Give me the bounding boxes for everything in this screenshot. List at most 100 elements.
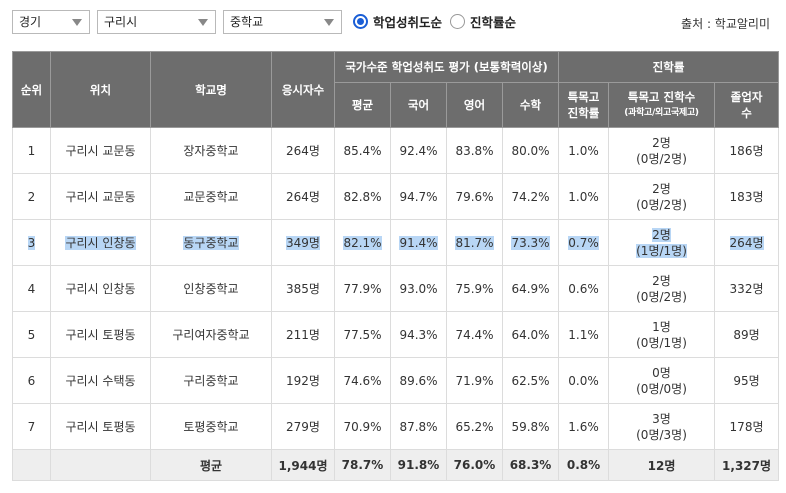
highlighted-text: 81.7% <box>455 235 494 250</box>
data-source: 출처 : 학교알리미 <box>681 17 770 31</box>
cell-special-count-total: 2명 <box>652 227 671 242</box>
header-korean: 국어 <box>390 82 447 128</box>
cell-special-count-total: 2명 <box>652 273 671 288</box>
cell-graduates: 264명 <box>714 219 780 266</box>
cell-special-count-detail: (0명/3명) <box>636 427 687 442</box>
table-row: 7 구리시 토평동 토평중학교 279명 70.9% 87.8% 65.2% 5… <box>12 403 780 450</box>
highlighted-text: 264명 <box>729 236 764 250</box>
header-average: 평균 <box>334 82 391 128</box>
cell-examinees: 264명 <box>271 127 335 174</box>
highlighted-text: 349명 <box>286 236 320 250</box>
city-select-value: 구리시 <box>104 15 138 29</box>
cell-special-count: 2명 (0명/2명) <box>608 173 716 220</box>
city-select[interactable]: 구리시 <box>97 10 216 34</box>
header-location: 위치 <box>50 51 151 128</box>
header-school: 학교명 <box>150 51 272 128</box>
header-achievement-group: 국가수준 학업성취도 평가 (보통학력이상) <box>333 51 560 83</box>
cell-examinees: 264명 <box>271 173 335 220</box>
header-special-count: 특목고 진학수 (과학고/외고국제고) <box>608 82 716 128</box>
cell-korean: 93.0% <box>390 265 447 312</box>
cell-school: 장자중학교 <box>150 127 272 174</box>
average-korean: 91.8% <box>390 449 447 481</box>
cell-math: 62.5% <box>501 357 560 404</box>
table-row: 5 구리시 토평동 구리여자중학교 211명 77.5% 94.3% 74.4%… <box>12 311 780 358</box>
sort-radio-achievement-label: 학업성취도순 <box>373 15 443 30</box>
cell-special-count-total: 0명 <box>652 365 671 380</box>
header-graduates: 졸업자 수 <box>714 82 780 128</box>
cell-location: 구리시 교문동 <box>50 173 151 220</box>
cell-special-rate: 1.0% <box>558 173 610 220</box>
cell-graduates: 186명 <box>714 127 780 174</box>
cell-graduates: 332명 <box>714 265 780 312</box>
cell-location: 구리시 인창동 <box>50 219 151 266</box>
highlighted-text: 0.7% <box>568 235 599 250</box>
cell-location: 구리시 인창동 <box>50 265 151 312</box>
cell-school: 토평중학교 <box>150 403 272 450</box>
cell-rank: 2 <box>12 173 51 220</box>
highlighted-text: 91.4% <box>399 235 438 250</box>
sort-radio-achievement[interactable]: 학업성취도순 <box>353 12 442 31</box>
average-row: 평균 1,944명 78.7% 91.8% 76.0% 68.3% 0.8% 1… <box>12 449 780 481</box>
cell-average: 85.4% <box>334 127 391 174</box>
cell-english: 79.6% <box>446 173 503 220</box>
province-select[interactable]: 경기 <box>12 10 90 34</box>
school-ranking-table: 순위 위치 학교명 응시자수 국가수준 학업성취도 평가 (보통학력이상) 진학… <box>12 51 780 481</box>
cell-special-count: 2명 (1명/1명) <box>608 219 716 266</box>
cell-math: 73.3% <box>501 219 560 266</box>
highlighted-text: 73.3% <box>511 235 550 250</box>
sort-radio-advancement[interactable]: 진학률순 <box>450 12 516 31</box>
cell-special-count-detail: (1명/1명) <box>636 243 687 258</box>
cell-location: 구리시 교문동 <box>50 127 151 174</box>
cell-school: 구리중학교 <box>150 357 272 404</box>
header-advancement-group: 진학률 <box>558 51 780 83</box>
cell-school: 교문중학교 <box>150 173 272 220</box>
cell-rank: 1 <box>12 127 51 174</box>
cell-average: 82.8% <box>334 173 391 220</box>
school-level-select[interactable]: 중학교 <box>223 10 342 34</box>
average-special-rate: 0.8% <box>558 449 610 481</box>
average-special-count: 12명 <box>608 449 716 481</box>
school-level-select-value: 중학교 <box>230 15 264 29</box>
cell-english: 83.8% <box>446 127 503 174</box>
cell-average: 77.9% <box>334 265 391 312</box>
highlighted-text: 82.1% <box>343 235 382 250</box>
cell-special-rate: 1.0% <box>558 127 610 174</box>
cell-graduates: 95명 <box>714 357 780 404</box>
cell-special-count-detail: (0명/1명) <box>636 335 687 350</box>
cell-graduates: 183명 <box>714 173 780 220</box>
cell-special-count-total: 2명 <box>652 181 671 196</box>
table-row: 2 구리시 교문동 교문중학교 264명 82.8% 94.7% 79.6% 7… <box>12 173 780 220</box>
cell-special-count-total: 2명 <box>652 135 671 150</box>
radio-selected-icon <box>353 14 368 29</box>
cell-special-rate: 1.1% <box>558 311 610 358</box>
header-math: 수학 <box>501 82 560 128</box>
average-average: 78.7% <box>334 449 391 481</box>
cell-special-rate: 1.6% <box>558 403 610 450</box>
cell-location: 구리시 토평동 <box>50 311 151 358</box>
header-rank: 순위 <box>12 51 51 128</box>
cell-english: 71.9% <box>446 357 503 404</box>
cell-special-count-total: 1명 <box>652 319 671 334</box>
cell-korean: 94.7% <box>390 173 447 220</box>
cell-math: 59.8% <box>501 403 560 450</box>
cell-special-rate: 0.7% <box>558 219 610 266</box>
radio-unselected-icon <box>450 14 465 29</box>
cell-math: 80.0% <box>501 127 560 174</box>
average-math: 68.3% <box>501 449 560 481</box>
province-select-value: 경기 <box>19 15 42 29</box>
header-special-count-line2: (과학고/외고국제고) <box>624 108 699 118</box>
header-english: 영어 <box>446 82 503 128</box>
average-examinees: 1,944명 <box>271 449 335 481</box>
cell-graduates: 178명 <box>714 403 780 450</box>
cell-examinees: 192명 <box>271 357 335 404</box>
cell-korean: 92.4% <box>390 127 447 174</box>
cell-special-count: 2명 (0명/2명) <box>608 127 716 174</box>
cell-average: 70.9% <box>334 403 391 450</box>
cell-math: 64.0% <box>501 311 560 358</box>
header-special-rate-line2: 진학률 <box>567 106 600 120</box>
cell-location: 구리시 수택동 <box>50 357 151 404</box>
cell-special-count-detail: (0명/2명) <box>636 151 687 166</box>
cell-examinees: 211명 <box>271 311 335 358</box>
header-graduates-line2: 수 <box>741 106 752 120</box>
sort-radio-advancement-label: 진학률순 <box>470 15 517 30</box>
